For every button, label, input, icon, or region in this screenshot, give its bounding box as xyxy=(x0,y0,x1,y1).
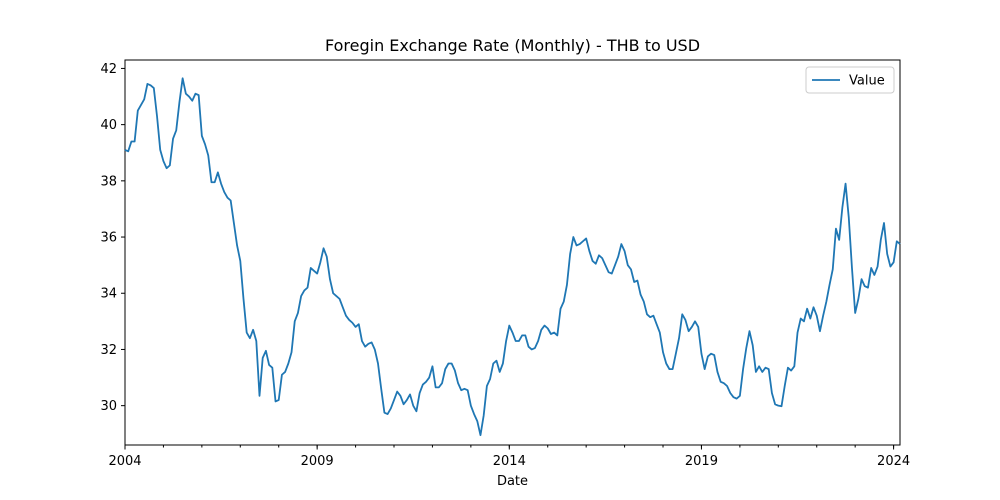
series-layer xyxy=(124,77,901,437)
x-tick-label: 2004 xyxy=(108,454,141,469)
plot-border xyxy=(124,59,901,446)
legend: Value xyxy=(805,66,895,94)
x-axis: 2004 2009 2014 2019 2024 xyxy=(108,445,910,469)
chart-title: Foregin Exchange Rate (Monthly) - THB to… xyxy=(325,36,700,55)
y-axis: 30 32 34 36 38 40 42 xyxy=(100,62,125,414)
x-tick-label: 2014 xyxy=(493,454,526,469)
series-line-value xyxy=(124,77,901,437)
x-tick-label: 2024 xyxy=(877,454,910,469)
x-tick-label: 2009 xyxy=(301,454,334,469)
legend-box xyxy=(805,66,895,94)
y-tick-label: 36 xyxy=(100,231,117,246)
x-axis-label: Date xyxy=(497,474,528,489)
y-tick-label: 40 xyxy=(100,118,117,133)
plot-frame xyxy=(124,59,901,446)
legend-label-value: Value xyxy=(849,74,885,89)
y-tick-label: 32 xyxy=(100,343,117,358)
y-tick-label: 42 xyxy=(100,62,117,77)
y-tick-label: 30 xyxy=(100,399,117,414)
y-tick-label: 38 xyxy=(100,174,117,189)
y-tick-label: 34 xyxy=(100,287,117,302)
x-tick-label: 2019 xyxy=(685,454,718,469)
